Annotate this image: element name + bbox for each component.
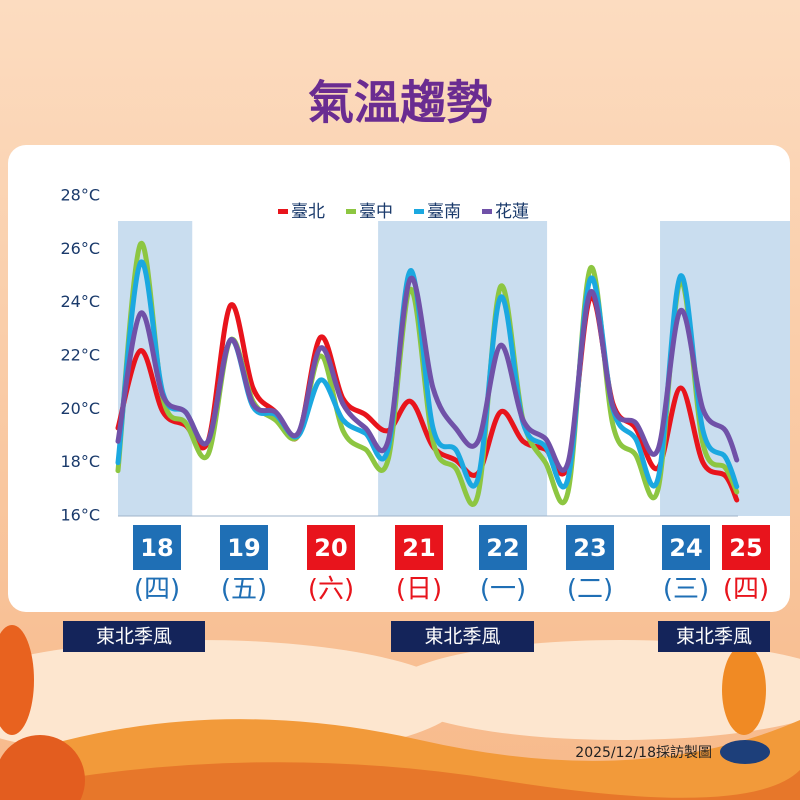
day-weekday: (五): [221, 575, 267, 605]
legend-label: 臺中: [359, 202, 393, 222]
monsoon-label-box: [63, 621, 205, 652]
day-box: [307, 525, 355, 570]
monsoon-label: 東北季風: [676, 626, 752, 648]
legend-swatch: [278, 209, 288, 214]
day-date: 23: [573, 534, 606, 562]
day-box: [662, 525, 710, 570]
day-weekday: (四): [723, 575, 769, 605]
scenery: [0, 625, 800, 800]
chart-title: 氣溫趨勢: [308, 76, 492, 130]
legend-swatch: [346, 209, 356, 214]
legend-label: 花蓮: [495, 202, 529, 222]
monsoon-label: 東北季風: [424, 626, 500, 648]
legend-label: 臺北: [291, 202, 325, 222]
day-date: 22: [486, 534, 519, 562]
monsoon-label-box: [658, 621, 770, 652]
day-box: [566, 525, 614, 570]
day-box: [395, 525, 443, 570]
day-date: 21: [402, 534, 435, 562]
day-weekday: (六): [308, 575, 354, 605]
day-weekday: (一): [480, 575, 526, 605]
y-tick-label: 20°C: [60, 399, 100, 418]
day-weekday: (日): [396, 575, 442, 605]
y-tick-label: 22°C: [60, 346, 100, 365]
day-weekday: (四): [134, 575, 180, 605]
day-date: 24: [669, 534, 702, 562]
day-box: [479, 525, 527, 570]
monsoon-label: 東北季風: [96, 626, 172, 648]
day-date: 25: [729, 534, 762, 562]
y-tick-label: 24°C: [60, 292, 100, 311]
y-tick-label: 28°C: [60, 186, 100, 205]
day-date: 20: [314, 534, 347, 562]
day-box: [220, 525, 268, 570]
legend-swatch: [482, 209, 492, 214]
day-date: 18: [140, 534, 173, 562]
day-weekday: (三): [663, 575, 709, 605]
day-box: [133, 525, 181, 570]
y-tick-label: 16°C: [60, 506, 100, 525]
footer: 2025/12/18採訪製圖: [575, 745, 712, 761]
day-date: 19: [227, 534, 260, 562]
monsoon-label-box: [391, 621, 534, 652]
legend-label: 臺南: [427, 202, 461, 222]
day-box: [722, 525, 770, 570]
legend-swatch: [414, 209, 424, 214]
day-weekday: (二): [567, 575, 613, 605]
y-tick-label: 18°C: [60, 452, 100, 471]
y-tick-label: 26°C: [60, 239, 100, 258]
temperature-line: [115, 275, 740, 473]
